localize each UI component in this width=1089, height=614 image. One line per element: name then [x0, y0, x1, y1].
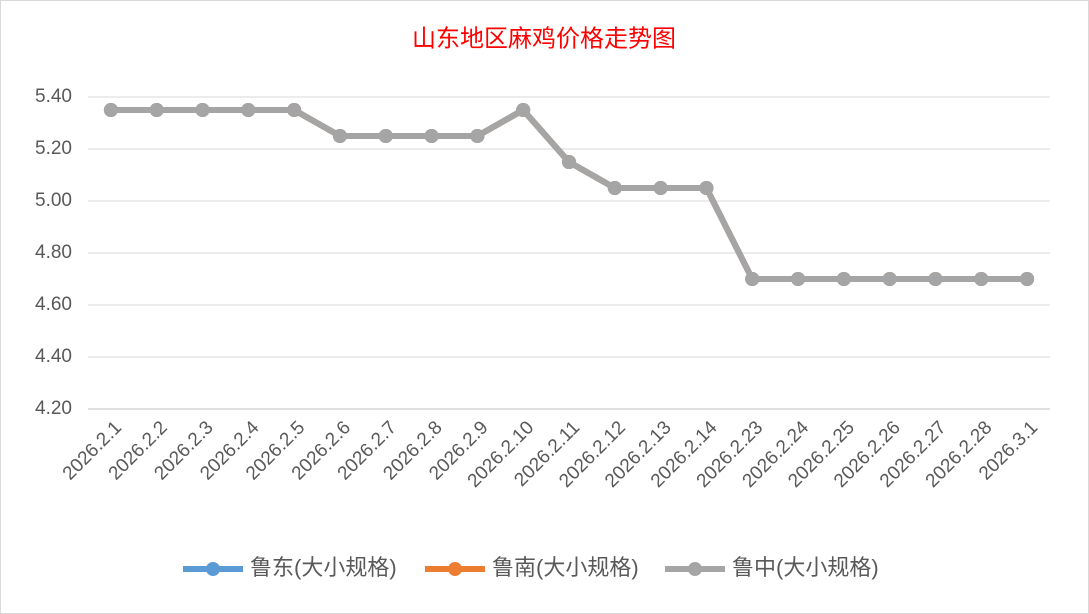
y-tick-label: 4.20: [35, 398, 72, 419]
data-point: [836, 272, 851, 286]
legend-marker: [688, 562, 702, 576]
y-tick-label: 4.60: [35, 294, 72, 315]
legend-label: 鲁南(大小规格): [492, 555, 639, 580]
data-point: [332, 129, 347, 143]
y-tick-label: 5.00: [35, 190, 72, 211]
legend-label: 鲁东(大小规格): [250, 555, 397, 580]
chart-title: 山东地区麻鸡价格走势图: [412, 25, 676, 53]
legend-marker: [206, 562, 220, 576]
y-tick-label: 4.80: [35, 242, 72, 263]
data-point: [516, 103, 531, 117]
data-point: [103, 103, 118, 117]
data-point: [287, 103, 302, 117]
y-tick-label: 4.40: [35, 346, 72, 367]
data-point: [882, 272, 897, 286]
data-point: [745, 272, 760, 286]
legend-label: 鲁中(大小规格): [732, 555, 879, 580]
data-point: [653, 181, 668, 195]
data-point: [928, 272, 943, 286]
y-tick-label: 5.20: [35, 138, 72, 159]
data-point: [607, 181, 622, 195]
data-point: [241, 103, 256, 117]
data-point: [470, 129, 485, 143]
data-point: [378, 129, 393, 143]
data-point: [791, 272, 806, 286]
legend-marker: [448, 562, 462, 576]
data-point: [195, 103, 210, 117]
y-tick-label: 5.40: [35, 86, 72, 107]
data-point: [974, 272, 989, 286]
data-point: [699, 181, 714, 195]
data-point: [424, 129, 439, 143]
data-point: [1020, 272, 1035, 286]
data-point: [562, 155, 576, 169]
data-point: [149, 103, 164, 117]
